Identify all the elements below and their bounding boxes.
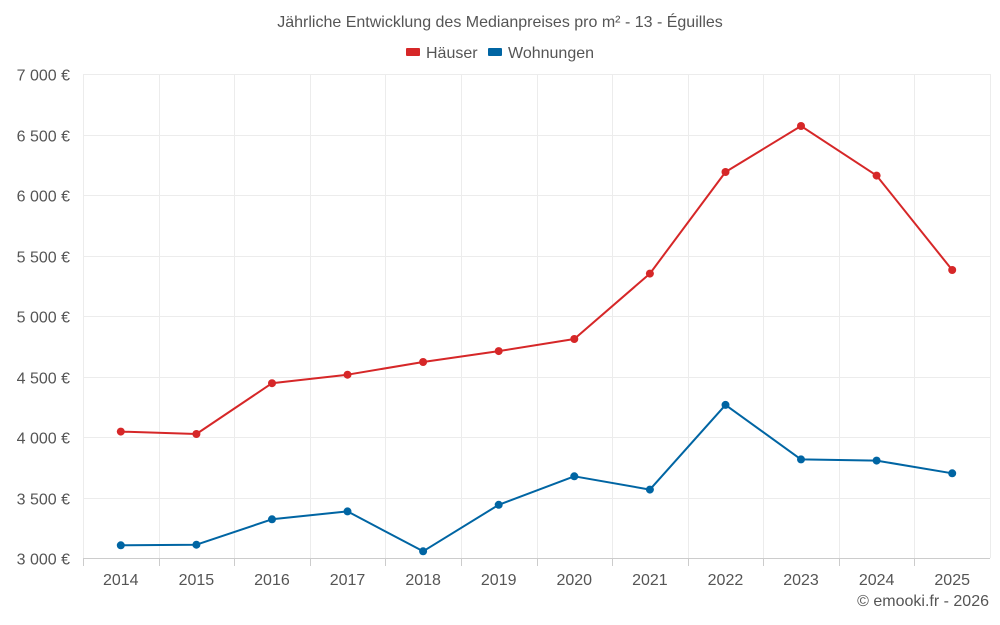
x-tick-label: 2016 xyxy=(254,572,290,589)
data-point-haeuser-2024 xyxy=(872,171,881,180)
y-tick-label: 6 000 € xyxy=(17,189,70,206)
legend: Häuser Wohnungen xyxy=(0,45,1000,63)
x-tick-label: 2024 xyxy=(859,572,895,589)
x-tick-label: 2017 xyxy=(330,572,366,589)
x-tick-label: 2020 xyxy=(556,572,592,589)
y-tick-label: 7 000 € xyxy=(17,68,70,85)
y-tick-label: 4 000 € xyxy=(17,431,70,448)
data-point-wohnungen-2024 xyxy=(872,456,881,465)
x-tick-label: 2025 xyxy=(934,572,970,589)
data-point-haeuser-2018 xyxy=(419,358,428,366)
y-tick-label: 6 500 € xyxy=(17,129,70,146)
x-tick-label: 2021 xyxy=(632,572,668,589)
x-tick-label: 2022 xyxy=(708,572,744,589)
data-point-wohnungen-2019 xyxy=(494,500,503,509)
data-point-wohnungen-2016 xyxy=(268,515,276,524)
data-point-haeuser-2019 xyxy=(494,347,503,356)
data-point-wohnungen-2015 xyxy=(192,540,201,549)
x-tick-label: 2014 xyxy=(103,572,139,589)
data-point-wohnungen-2017 xyxy=(343,507,352,516)
data-point-wohnungen-2020 xyxy=(570,472,579,481)
legend-item-wohnungen[interactable]: Wohnungen xyxy=(488,45,594,63)
legend-swatch-haeuser xyxy=(405,47,420,56)
x-tick-label: 2018 xyxy=(405,572,441,589)
x-tick-label: 2019 xyxy=(481,572,517,589)
x-tick-label: 2023 xyxy=(783,572,819,589)
y-tick-label: 3 500 € xyxy=(17,492,70,509)
data-point-wohnungen-2021 xyxy=(645,485,654,494)
data-point-haeuser-2015 xyxy=(192,430,201,438)
data-point-haeuser-2020 xyxy=(570,335,579,343)
data-point-haeuser-2017 xyxy=(343,370,352,379)
series-line-wohnungen xyxy=(119,403,954,553)
y-tick-label: 3 000 € xyxy=(17,552,70,569)
y-tick-label: 4 500 € xyxy=(17,371,70,388)
chart-title: Jährliche Entwicklung des Medianpreises … xyxy=(277,14,723,31)
legend-swatch-wohnungen xyxy=(488,47,503,56)
data-point-haeuser-2021 xyxy=(645,269,654,278)
y-tick-label: 5 000 € xyxy=(17,310,70,327)
data-point-haeuser-2014 xyxy=(116,427,125,436)
data-point-haeuser-2023 xyxy=(797,122,805,130)
credit-text: © emooki.fr - 2026 xyxy=(857,593,989,610)
legend-item-haeuser[interactable]: Häuser xyxy=(405,45,478,63)
data-point-haeuser-2016 xyxy=(268,379,276,388)
y-tick-label: 5 500 € xyxy=(17,250,70,267)
data-point-wohnungen-2025 xyxy=(948,469,957,478)
data-point-haeuser-2025 xyxy=(948,266,957,274)
x-tick-label: 2015 xyxy=(179,572,215,589)
data-point-haeuser-2022 xyxy=(721,168,730,176)
data-point-wohnungen-2018 xyxy=(419,547,428,556)
data-point-wohnungen-2014 xyxy=(116,541,125,550)
legend-label-haeuser: Häuser xyxy=(425,45,478,62)
series-line-haeuser xyxy=(119,125,954,435)
data-point-wohnungen-2023 xyxy=(797,455,805,464)
legend-label-wohnungen: Wohnungen xyxy=(508,45,595,62)
data-point-wohnungen-2022 xyxy=(721,400,730,409)
